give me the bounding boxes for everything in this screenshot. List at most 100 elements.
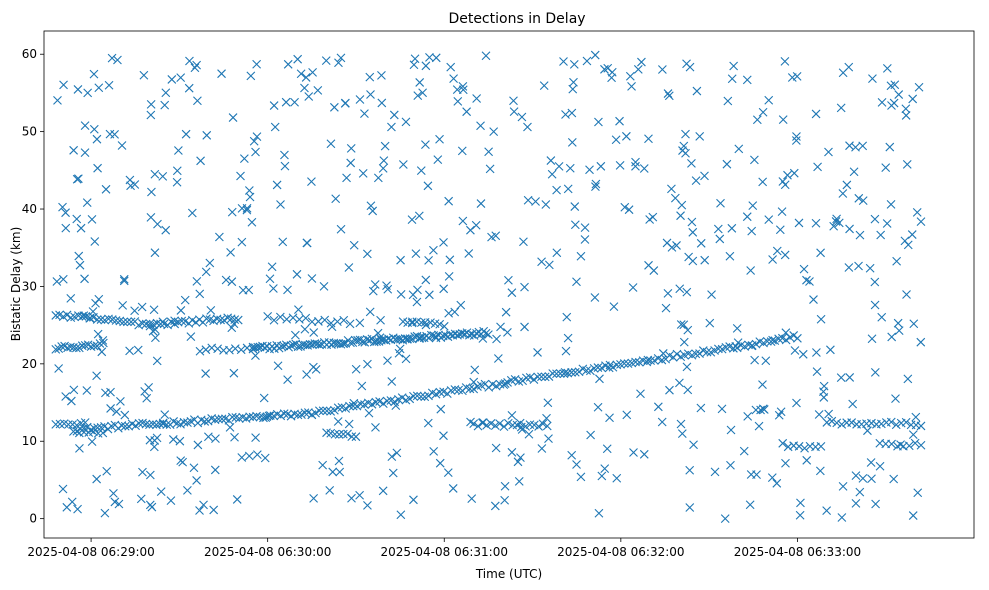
data-point (89, 427, 98, 436)
data-point (453, 96, 463, 106)
data-point (687, 159, 696, 168)
data-point (838, 482, 848, 491)
data-point (73, 504, 82, 514)
data-point (902, 290, 911, 299)
data-point (471, 220, 481, 230)
data-point (792, 72, 802, 81)
data-point (845, 373, 855, 382)
data-point (816, 248, 825, 258)
data-point (559, 57, 568, 66)
data-point (521, 373, 531, 383)
data-point (396, 255, 405, 265)
data-point (116, 396, 125, 406)
data-point (653, 402, 663, 412)
data-point (672, 349, 682, 359)
data-point (66, 313, 76, 323)
data-point (752, 470, 761, 479)
data-point (58, 274, 68, 284)
data-point (496, 322, 505, 332)
data-point (290, 97, 299, 107)
data-point (375, 333, 385, 343)
data-point (122, 317, 132, 327)
data-point (870, 300, 880, 310)
data-point (444, 271, 454, 281)
data-point (683, 385, 693, 395)
data-point (778, 115, 788, 125)
data-point (631, 357, 640, 367)
data-point (794, 441, 804, 451)
data-point (138, 319, 147, 328)
data-point (280, 161, 290, 171)
data-point (809, 295, 818, 304)
data-point (529, 375, 539, 384)
data-point (875, 461, 885, 471)
data-point (308, 67, 317, 77)
data-point (836, 373, 846, 383)
data-point (431, 53, 441, 63)
data-point (867, 334, 877, 344)
data-point (501, 307, 511, 317)
data-point (849, 167, 859, 177)
data-point (192, 60, 202, 70)
data-point (871, 499, 880, 509)
data-point (580, 223, 590, 233)
data-point (868, 74, 877, 83)
data-point (227, 323, 237, 333)
data-point (444, 308, 454, 318)
data-point (344, 263, 354, 272)
data-point (362, 249, 372, 259)
data-point (80, 121, 90, 130)
data-point (565, 163, 575, 173)
data-point (611, 135, 621, 145)
data-point (335, 467, 345, 477)
data-point (82, 198, 92, 208)
data-point (288, 340, 298, 350)
data-point (331, 194, 341, 204)
x-tick-label: 2025-04-08 06:32:00 (557, 545, 684, 559)
data-point (117, 421, 127, 430)
data-point (63, 420, 73, 429)
data-point (908, 511, 918, 520)
data-point (445, 255, 455, 265)
data-point (125, 346, 134, 356)
data-point (69, 145, 79, 155)
data-point (439, 321, 449, 331)
data-point (829, 221, 839, 231)
data-point (383, 356, 392, 366)
data-point (420, 317, 430, 327)
data-point (909, 319, 919, 329)
data-point (715, 234, 725, 244)
data-point (283, 59, 293, 69)
data-point (87, 437, 97, 447)
data-point (109, 488, 118, 498)
data-point (637, 57, 646, 67)
data-point (609, 302, 619, 312)
data-point (901, 417, 911, 427)
data-point (118, 301, 128, 310)
data-point (200, 417, 210, 426)
data-point (761, 356, 771, 366)
data-point (713, 224, 723, 234)
data-point (183, 486, 192, 495)
data-point (912, 207, 922, 217)
data-point (280, 150, 289, 160)
y-tick-label: 30 (22, 279, 37, 293)
data-point (377, 98, 387, 108)
data-point (328, 467, 338, 477)
data-point (751, 405, 761, 415)
data-point (97, 347, 107, 357)
data-point (904, 441, 914, 451)
data-point (791, 136, 801, 145)
data-point (848, 399, 858, 409)
data-point (538, 419, 548, 429)
data-point (176, 306, 186, 315)
data-point (57, 342, 67, 351)
data-point (889, 474, 899, 484)
data-point (156, 487, 166, 497)
data-point (83, 88, 93, 98)
data-point (311, 408, 320, 418)
data-point (722, 159, 732, 169)
data-point (319, 281, 329, 291)
data-point (758, 107, 768, 117)
